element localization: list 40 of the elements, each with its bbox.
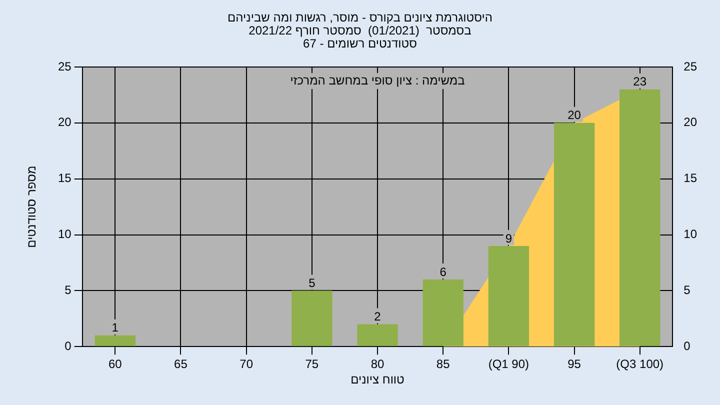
x-tick-label: 95: [568, 357, 582, 372]
bar: [94, 335, 136, 346]
data-label: 9: [505, 231, 512, 246]
x-tick-label: 65: [174, 357, 188, 372]
chart-subtitle: בסמסטר (01/2021) סמסטר חורף 2021/22 סטודנטים רשומים - 67: [248, 23, 472, 50]
x-tick-label: 60: [108, 357, 122, 372]
x-tick-label: (Q3 100): [616, 357, 664, 372]
chart-title: היסטוגרמת ציונים בקורס - מוסר, רגשות ומה שביניהם: [228, 10, 492, 24]
x-tick-label: 80: [370, 357, 384, 372]
y-tick-label: 20: [58, 115, 72, 130]
x-tick-label: (Q1 90): [488, 357, 530, 372]
y2-tick-label: 25: [684, 59, 698, 74]
bar: [422, 279, 464, 346]
y2-tick-label: 15: [684, 171, 698, 186]
y2-tick-label: 5: [684, 282, 691, 297]
x-axis-title: טווח ציונים: [350, 372, 405, 386]
y2-tick-label: 20: [684, 115, 698, 130]
data-label: 20: [568, 108, 582, 122]
y-tick-label: 25: [58, 59, 72, 74]
data-label: 5: [308, 276, 316, 290]
bar: [620, 89, 660, 346]
y-axis-title: מספר סטודנטים: [24, 166, 38, 248]
y-tick-label: 10: [58, 227, 72, 242]
data-label: 6: [440, 264, 447, 279]
x-tick-label: 85: [436, 357, 450, 372]
data-label: 23: [633, 74, 647, 89]
y2-tick-label: 0: [684, 338, 691, 353]
y2-tick-label: 10: [684, 227, 698, 242]
bar: [554, 122, 595, 346]
y-tick-label: 0: [64, 338, 72, 353]
bar: [488, 246, 530, 346]
y-tick-label: 5: [64, 282, 72, 297]
data-label: 1: [112, 320, 119, 335]
bar: [292, 290, 332, 346]
y-tick-label: 15: [58, 171, 72, 186]
x-tick-label: 75: [305, 357, 319, 372]
x-tick-label: 70: [240, 357, 254, 372]
annotation: במשימה : ציון סופי במחשב המרכזי: [290, 73, 465, 88]
data-label: 2: [374, 310, 382, 324]
bar: [357, 324, 398, 346]
